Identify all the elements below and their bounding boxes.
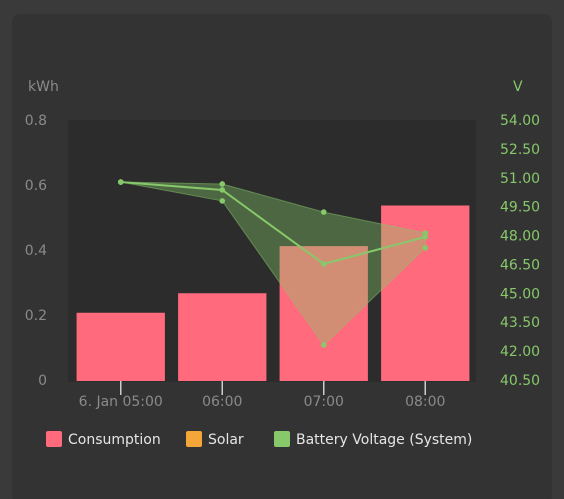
y2-tick-label: 49.50: [500, 200, 540, 216]
legend-label: Consumption: [68, 432, 161, 448]
y2-tick-label: 40.50: [500, 373, 540, 389]
legend-label: Battery Voltage (System): [296, 432, 472, 448]
y-tick-label: 0.6: [25, 178, 47, 194]
x-tick-label: 08:00: [405, 394, 445, 410]
point: [320, 209, 327, 215]
y2-tick-label: 45.00: [500, 286, 540, 302]
bar: [279, 246, 368, 381]
point: [219, 198, 226, 204]
bar: [76, 312, 165, 381]
y2-tick-label: 48.00: [500, 229, 540, 245]
y2-tick-label: 46.50: [500, 257, 540, 273]
legend-label: Solar: [208, 432, 244, 448]
y2-axis-title: V: [513, 79, 523, 95]
range-band: [120, 181, 426, 346]
line: [120, 181, 426, 265]
legend-swatch: [186, 431, 202, 447]
y2-tick-label: 52.50: [500, 142, 540, 158]
x-tick-label: 6. Jan 05:00: [79, 394, 163, 410]
y2-tick-label: 43.50: [500, 315, 540, 331]
x-tick-label: 06:00: [202, 394, 242, 410]
y2-tick-label: 54.00: [500, 113, 540, 129]
y2-tick-label: 42.00: [500, 344, 540, 360]
legend-swatch: [274, 431, 290, 447]
point: [422, 245, 429, 251]
point: [117, 179, 124, 185]
point: [320, 261, 327, 267]
y-tick-label: 0: [38, 373, 47, 389]
y-tick-label: 0.8: [25, 113, 47, 129]
y2-tick-label: 51.00: [500, 171, 540, 187]
point: [320, 342, 327, 348]
y-tick-label: 0.2: [25, 308, 47, 324]
point: [219, 181, 226, 187]
point: [422, 230, 429, 236]
point: [422, 234, 429, 240]
x-tick-label: 07:00: [304, 394, 344, 410]
y-tick-label: 0.4: [25, 243, 47, 259]
bar: [178, 293, 267, 381]
y-axis-title: kWh: [28, 79, 59, 95]
point: [219, 187, 226, 193]
legend-swatch: [46, 431, 62, 447]
